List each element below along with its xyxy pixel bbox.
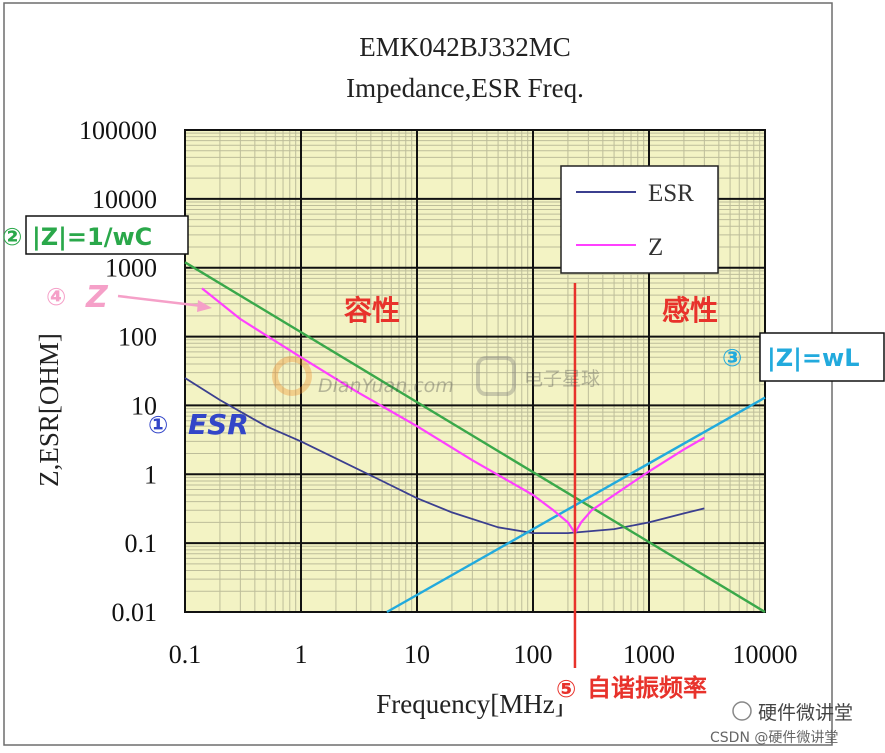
- annot-esr-number: ①: [148, 411, 168, 439]
- annot-z-text: Z: [85, 280, 109, 315]
- annot-zl-number: ③: [722, 344, 742, 372]
- watermark-brand-1: DianYuan.com: [318, 375, 454, 397]
- y-tick-label: 0.1: [125, 529, 158, 558]
- annot-zc-number: ②: [2, 223, 22, 251]
- annot-z-arrow: [117, 294, 203, 308]
- annot-z-arrowhead: [197, 300, 212, 312]
- watermark-brand-2: 电子星球: [524, 368, 600, 390]
- annot-inductive: 感性: [662, 294, 718, 327]
- y-tick-label: 1000: [105, 254, 157, 283]
- legend-label-esr: ESR: [648, 180, 694, 207]
- legend: ESR Z: [560, 165, 719, 274]
- chart-subtitle: Impedance,ESR Freq.: [346, 73, 584, 103]
- annot-zc-box: [25, 215, 189, 255]
- tick-labels: 0.1 1 10 100 1000 10000 0.01 0.1 1 10 100 1000 10000…: [79, 116, 798, 669]
- watermark-logo-2: [476, 356, 516, 396]
- annot-srf-bg: [553, 668, 753, 704]
- annot-zl-text: |Z|=wL: [767, 344, 860, 372]
- x-axis-label: Frequency[MHz]: [376, 689, 563, 719]
- y-tick-label: 100: [118, 323, 157, 352]
- legend-box: [560, 165, 719, 274]
- y-tick-label: 0.01: [112, 598, 158, 627]
- x-tick-label: 10: [404, 640, 430, 669]
- annotations: ② |Z|=1/wC ③ |Z|=wL ① ESR ④ Z 容性 感性 ⑤ 自谐…: [2, 215, 885, 704]
- series-capacitive-asymptote: [184, 261, 766, 614]
- x-tick-label: 10000: [733, 640, 798, 669]
- x-tick-label: 0.1: [169, 640, 202, 669]
- y-tick-label: 1: [144, 460, 157, 489]
- y-tick-label: 10: [131, 391, 157, 420]
- x-tick-label: 100: [514, 640, 553, 669]
- chart-title: EMK042BJ332MC: [359, 32, 571, 62]
- csdn-label: CSDN @硬件微讲堂: [710, 730, 838, 746]
- annot-srf-number: ⑤: [556, 675, 576, 703]
- annot-esr-text: ESR: [188, 408, 249, 441]
- wechat-watermark: 硬件微讲堂 CSDN @硬件微讲堂: [710, 701, 853, 746]
- y-tick-label: 10000: [92, 185, 157, 214]
- annot-zc-text: |Z|=1/wC: [32, 223, 152, 251]
- y-axis-label: Z,ESR[OHM]: [34, 333, 64, 487]
- annot-z-number: ④: [46, 283, 66, 311]
- annot-zl-box: [759, 332, 885, 382]
- watermark: DianYuan.com 电子星球: [272, 356, 600, 397]
- annot-srf-text: 自谐振频率: [587, 674, 707, 702]
- series-esr: [184, 377, 705, 534]
- wechat-name: 硬件微讲堂: [758, 702, 853, 724]
- annot-capacitive: 容性: [344, 294, 400, 327]
- wechat-icon: [732, 701, 752, 721]
- x-tick-label: 1: [295, 640, 308, 669]
- grid: [184, 129, 766, 613]
- y-tick-label: 100000: [79, 116, 157, 145]
- watermark-logo-1: [272, 356, 312, 396]
- series-z: [201, 287, 705, 535]
- legend-label-z: Z: [648, 234, 663, 261]
- x-tick-label: 1000: [623, 640, 675, 669]
